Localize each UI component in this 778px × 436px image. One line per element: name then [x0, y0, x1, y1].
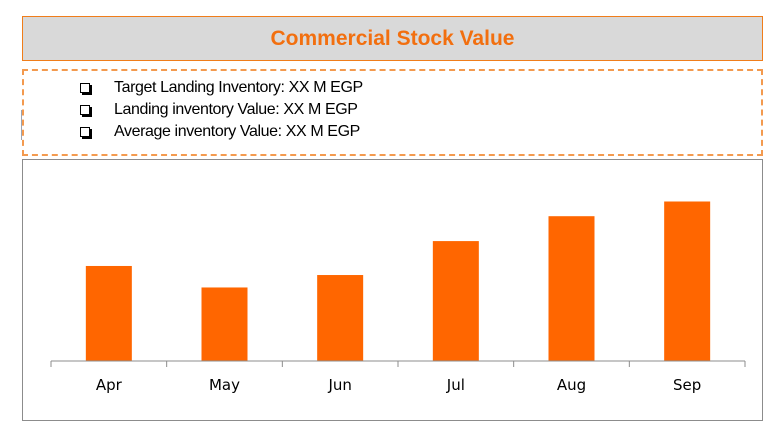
bar-jun	[317, 275, 364, 361]
notes-box: Target Landing Inventory: XX M EGP Landi…	[22, 69, 763, 156]
chart-title-bar: Commercial Stock Value	[22, 16, 763, 61]
bar-sep	[664, 201, 711, 361]
note-item: Landing inventory Value: XX M EGP	[80, 99, 761, 121]
x-tick-label: Jun	[327, 376, 351, 394]
note-item: Target Landing Inventory: XX M EGP	[80, 77, 761, 99]
checkbox-icon	[80, 83, 92, 95]
x-tick-label: Apr	[96, 376, 123, 394]
checkbox-icon	[80, 105, 92, 117]
note-text: Landing inventory Value: XX M EGP	[114, 101, 358, 118]
chart-area: Apr May Jun Jul Aug Sep	[22, 159, 763, 421]
bar-may	[201, 287, 248, 361]
edge-marker	[21, 110, 22, 140]
note-text: Average inventory Value: XX M EGP	[114, 123, 360, 140]
note-text: Target Landing Inventory: XX M EGP	[114, 79, 363, 96]
chart-title: Commercial Stock Value	[270, 26, 515, 50]
bar-aug	[548, 216, 595, 361]
x-tick-label: May	[209, 376, 240, 394]
bar-apr	[85, 265, 132, 361]
bar-chart: Apr May Jun Jul Aug Sep	[50, 201, 746, 394]
x-tick-label: Aug	[557, 376, 586, 394]
bar-jul	[432, 241, 479, 361]
note-item: Average inventory Value: XX M EGP	[80, 121, 761, 143]
x-tick-label: Jul	[446, 376, 465, 394]
checkbox-icon	[80, 127, 92, 139]
x-tick-label: Sep	[673, 376, 701, 394]
